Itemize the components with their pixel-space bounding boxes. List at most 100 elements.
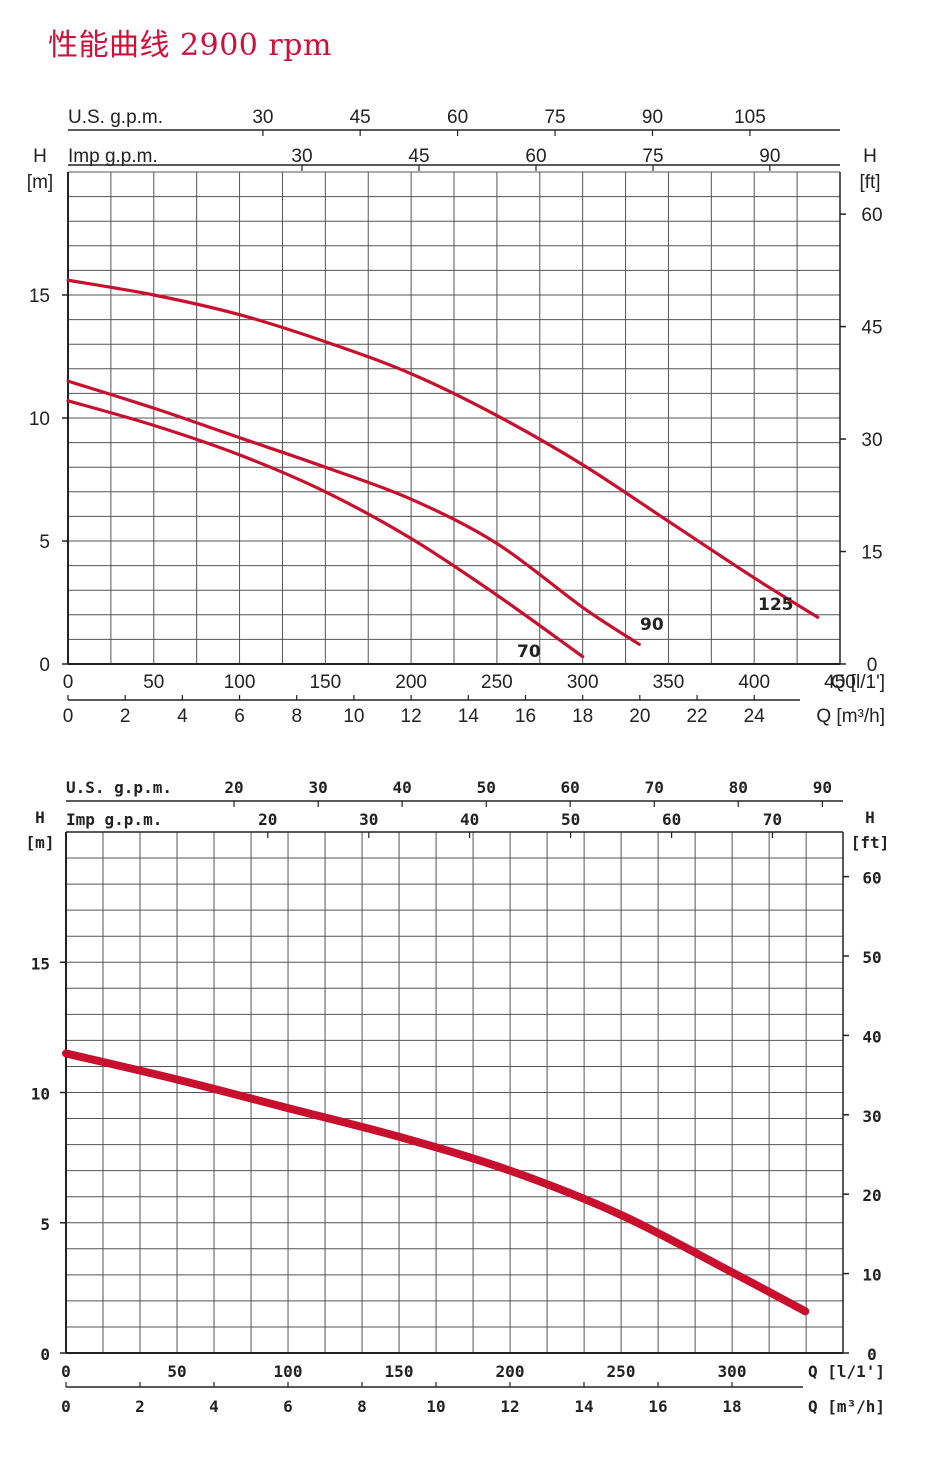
- x-tick-label: 50: [167, 1362, 186, 1381]
- imp-gpm-tick-label: 90: [759, 146, 780, 167]
- imp-gpm-tick-label: 30: [359, 810, 378, 829]
- imp-gpm-tick-label: 30: [291, 146, 312, 167]
- us-gpm-tick-label: 90: [642, 107, 663, 128]
- us-gpm-tick-label: 30: [309, 778, 328, 797]
- right-tick-label: 40: [862, 1027, 881, 1046]
- x-tick-label: 0: [61, 1362, 71, 1381]
- curve-label-70: 70: [517, 642, 541, 662]
- us-gpm-tick-label: 60: [447, 107, 468, 128]
- us-gpm-tick-label: 45: [350, 107, 371, 128]
- x-tick-label: 200: [395, 672, 427, 693]
- x2-tick-label: 6: [234, 706, 245, 727]
- x-tick-label: 0: [63, 672, 74, 693]
- left-axis-unit: H: [33, 146, 47, 167]
- us-gpm-label: U.S. g.p.m.: [66, 778, 172, 797]
- imp-gpm-tick-label: 20: [258, 810, 277, 829]
- left-tick-label: 10: [31, 1085, 50, 1104]
- x2-tick-label: 16: [515, 706, 536, 727]
- us-gpm-tick-label: 50: [477, 778, 496, 797]
- x-tick-label: 250: [607, 1362, 636, 1381]
- x2-axis-label: Q [m³/h]: [816, 706, 885, 727]
- right-tick-label: 0: [867, 1345, 877, 1364]
- x2-tick-label: 2: [135, 1397, 145, 1416]
- us-gpm-tick-label: 30: [252, 107, 273, 128]
- left-tick-label: 0: [39, 655, 50, 676]
- x2-tick-label: 0: [63, 706, 74, 727]
- x2-tick-label: 8: [291, 706, 302, 727]
- left-tick-label: 5: [39, 532, 50, 553]
- x2-tick-label: 6: [283, 1397, 293, 1416]
- x-tick-label: 150: [385, 1362, 414, 1381]
- x2-axis-label: Q [m³/h]: [808, 1397, 885, 1416]
- right-tick-label: 30: [861, 430, 882, 451]
- us-gpm-tick-label: 60: [561, 778, 580, 797]
- performance-curve: [62, 1049, 810, 1316]
- left-tick-label: 15: [29, 286, 50, 307]
- us-gpm-tick-label: 40: [392, 778, 411, 797]
- x2-tick-label: 10: [343, 706, 364, 727]
- x-tick-label: 50: [143, 672, 164, 693]
- x-axis-label: Q [l/1']: [831, 672, 885, 693]
- performance-curve-125: [66, 278, 820, 619]
- x-tick-label: 150: [309, 672, 341, 693]
- us-gpm-tick-label: 20: [224, 778, 243, 797]
- right-axis-unit: H: [865, 808, 875, 827]
- right-tick-label: 15: [861, 543, 882, 564]
- x2-tick-label: 0: [61, 1397, 71, 1416]
- x-tick-label: 100: [224, 672, 256, 693]
- page-title: 性能曲线 2900 rpm: [48, 28, 332, 63]
- right-tick-label: 20: [862, 1186, 881, 1205]
- imp-gpm-tick-label: 60: [525, 146, 546, 167]
- right-tick-label: 0: [867, 655, 878, 676]
- imp-gpm-label: Imp g.p.m.: [66, 810, 162, 829]
- x2-tick-label: 2: [120, 706, 131, 727]
- imp-gpm-tick-label: 45: [408, 146, 429, 167]
- x2-tick-label: 14: [458, 706, 480, 727]
- x-tick-label: 300: [567, 672, 599, 693]
- x-tick-label: 250: [481, 672, 513, 693]
- x2-tick-label: 16: [648, 1397, 667, 1416]
- right-axis-unit-ft: [ft]: [859, 172, 880, 193]
- x2-tick-label: 22: [686, 706, 707, 727]
- left-tick-label: 15: [31, 954, 50, 973]
- x2-tick-label: 4: [209, 1397, 219, 1416]
- right-tick-label: 45: [861, 318, 882, 339]
- left-tick-label: 0: [40, 1345, 50, 1364]
- imp-gpm-label: Imp g.p.m.: [68, 146, 158, 167]
- x2-tick-label: 12: [401, 706, 422, 727]
- performance-curve-90: [66, 379, 641, 646]
- x-tick-label: 450: [824, 672, 856, 693]
- left-tick-label: 10: [29, 409, 50, 430]
- x2-tick-label: 14: [574, 1397, 593, 1416]
- imp-gpm-tick-label: 40: [460, 810, 479, 829]
- right-tick-label: 10: [862, 1266, 881, 1285]
- curve-label-90: 90: [640, 615, 664, 635]
- imp-gpm-tick-label: 70: [763, 810, 782, 829]
- right-axis-unit-ft: [ft]: [851, 833, 890, 852]
- us-gpm-tick-label: 90: [813, 778, 832, 797]
- x2-tick-label: 18: [722, 1397, 741, 1416]
- right-tick-label: 50: [862, 948, 881, 967]
- x-tick-label: 200: [496, 1362, 525, 1381]
- right-axis-unit: H: [863, 146, 877, 167]
- x-tick-label: 400: [738, 672, 770, 693]
- x2-tick-label: 12: [500, 1397, 519, 1416]
- x2-tick-label: 4: [177, 706, 188, 727]
- x2-tick-label: 20: [629, 706, 650, 727]
- x-tick-label: 300: [718, 1362, 747, 1381]
- imp-gpm-tick-label: 50: [561, 810, 580, 829]
- right-tick-label: 60: [861, 205, 882, 226]
- x2-tick-label: 10: [426, 1397, 445, 1416]
- us-gpm-tick-label: 75: [544, 107, 565, 128]
- right-tick-label: 60: [862, 869, 881, 888]
- x-tick-label: 100: [274, 1362, 303, 1381]
- left-axis-unit-m: [m]: [27, 172, 53, 193]
- us-gpm-tick-label: 80: [729, 778, 748, 797]
- imp-gpm-tick-label: 75: [642, 146, 663, 167]
- left-axis-unit-m: [m]: [26, 833, 55, 852]
- performance-curve-70: [66, 399, 585, 659]
- us-gpm-tick-label: 70: [645, 778, 664, 797]
- us-gpm-label: U.S. g.p.m.: [68, 107, 163, 128]
